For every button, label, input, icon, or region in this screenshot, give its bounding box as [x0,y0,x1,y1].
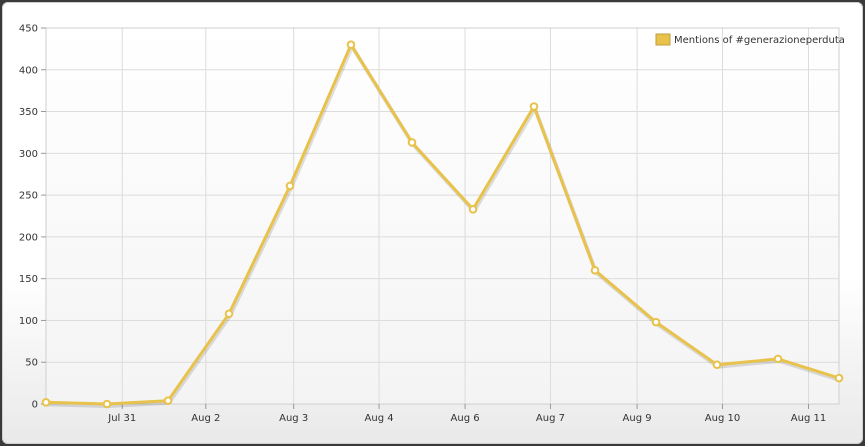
data-point[interactable] [102,399,112,409]
x-tick-label: Aug 4 [365,413,394,424]
data-point[interactable] [224,309,234,319]
data-point[interactable] [834,373,844,383]
data-point[interactable] [41,398,51,407]
y-tick-label: 100 [19,316,38,327]
data-point[interactable] [163,396,173,405]
plot-area [46,28,839,404]
plot-border [45,27,840,405]
data-point[interactable] [773,354,783,364]
x-tick-label: Jul 31 [107,413,136,424]
grid [46,27,839,405]
y-tick-label: 200 [19,232,38,243]
data-point[interactable] [529,102,539,111]
data-point[interactable] [590,266,600,275]
x-tick-label: Aug 6 [451,413,480,424]
y-tick-label: 0 [32,400,38,411]
x-axis-ticks: Jul 31 Aug 2 Aug 3 Aug 4 Aug 6 Aug 7 Aug 9 Aug … [107,404,826,424]
data-point[interactable] [712,360,722,370]
y-tick-label: 400 [19,65,38,76]
x-tick-label: Aug 9 [623,413,652,424]
x-tick-label: Aug 10 [705,413,740,424]
data-point[interactable] [285,181,295,191]
x-tick-label: Aug 7 [536,413,565,424]
y-tick-label: 450 [19,24,38,35]
series [41,40,844,409]
axes [45,27,840,405]
x-tick-label: Aug 2 [191,413,220,424]
legend[interactable]: Mentions of #generazioneperduta [642,28,845,48]
data-point[interactable] [407,138,417,147]
data-point[interactable] [468,205,478,214]
y-tick-label: 250 [19,191,38,202]
data-point[interactable] [651,317,661,327]
legend-label: Mentions of #generazioneperduta [674,35,845,46]
legend-swatch [655,33,671,46]
x-tick-label: Aug 3 [279,413,308,424]
y-tick-label: 50 [25,358,38,369]
data-point[interactable] [346,40,356,50]
x-tick-label: Aug 11 [791,413,826,424]
series-line [45,43,840,406]
y-tick-label: 300 [19,149,38,160]
y-tick-label: 350 [19,107,38,118]
y-tick-label: 150 [19,274,38,285]
y-axis-ticks: 0 50 100 150 200 250 300 350 400 450 [19,24,46,411]
